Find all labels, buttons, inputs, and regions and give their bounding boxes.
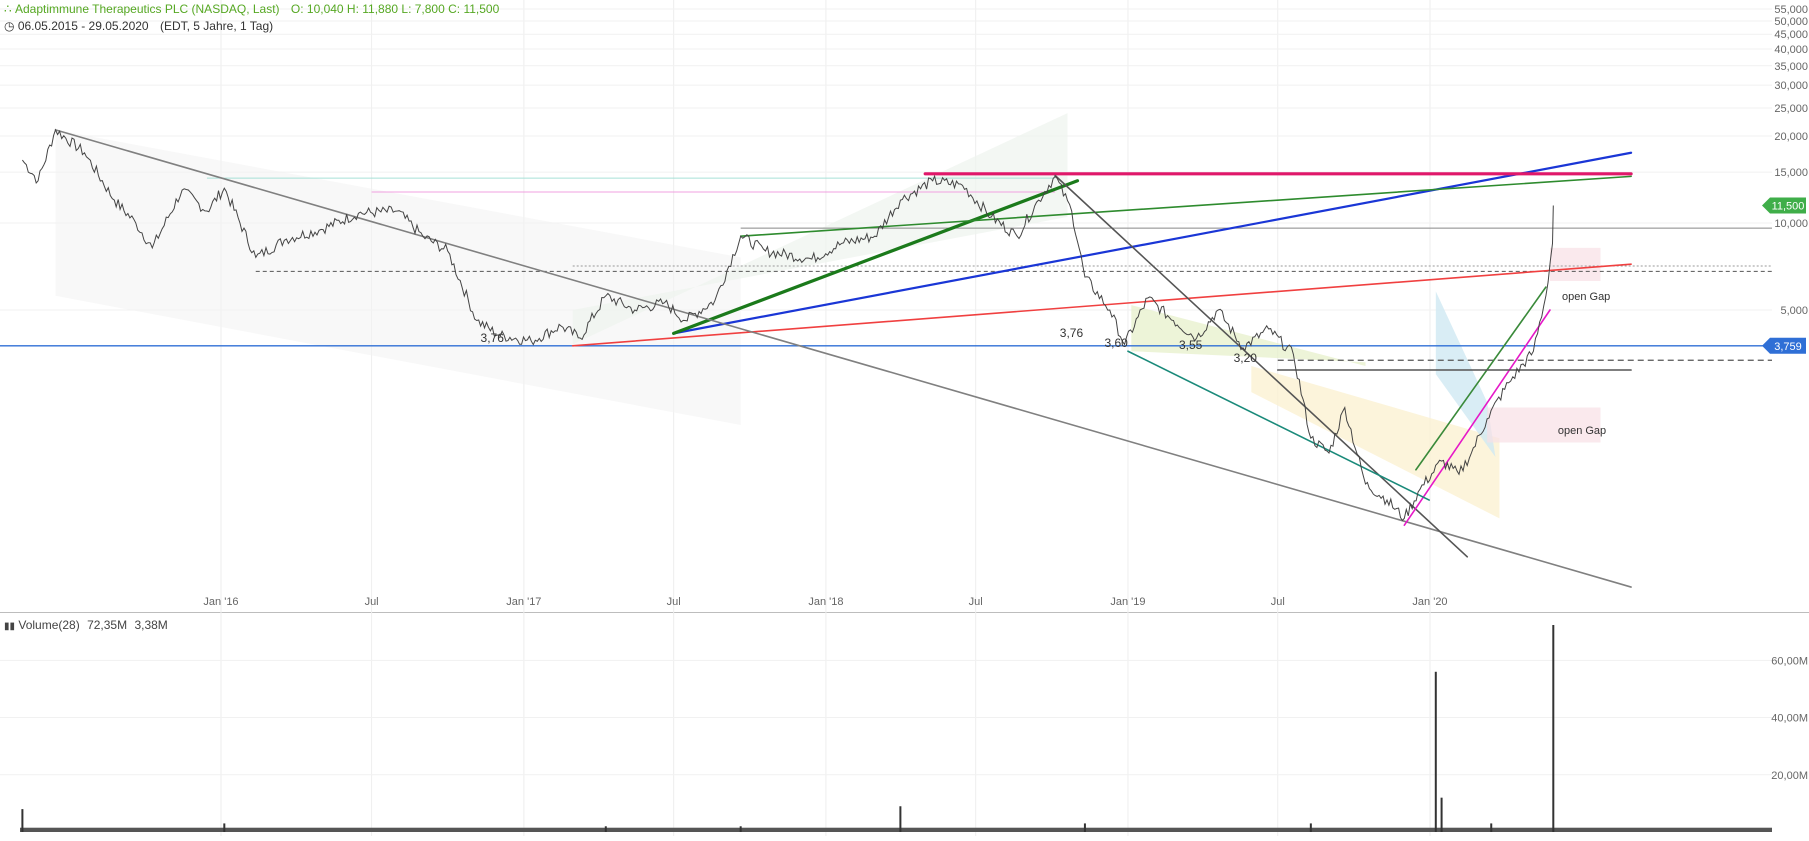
gap-zone (1550, 247, 1601, 281)
volume-bar[interactable] (739, 826, 742, 832)
time-tick-label: Jul (969, 596, 983, 608)
price-tick-label: 50,000 (1774, 16, 1808, 28)
price-tick-label: 35,000 (1774, 61, 1808, 73)
time-tick-label: Jul (365, 596, 379, 608)
price-annotations: 3,76 3,76 3,60 3,55 3,20 open Gap open Gap (481, 291, 1611, 437)
time-tick-label: Jul (1271, 596, 1285, 608)
trendline[interactable] (571, 263, 1632, 347)
price-line[interactable] (21, 128, 1554, 522)
price-tick-label: 10,000 (1774, 218, 1808, 230)
support-price-badge (1762, 337, 1806, 354)
gap-zone (1487, 407, 1601, 443)
trendline[interactable] (739, 175, 1632, 238)
time-tick-label: Jan '16 (203, 596, 238, 608)
pattern-zone (1435, 291, 1496, 457)
volume-bar[interactable] (604, 826, 607, 832)
volume-tick-label: 60,00M (1771, 655, 1808, 667)
price-tick-label: 30,000 (1774, 80, 1808, 92)
time-tick-label: Jan '19 (1110, 596, 1145, 608)
channel-zone (1251, 366, 1500, 519)
price-tick-label: 25,000 (1774, 103, 1808, 115)
chart-header-range: ◷ 06.05.2015 - 29.05.2020 (EDT, 5 Jahre,… (4, 19, 273, 33)
volume-average: 3,38M (134, 618, 168, 632)
channel-zone (55, 129, 741, 425)
trendline[interactable] (1054, 174, 1469, 558)
volume-tick-label: 40,00M (1771, 713, 1808, 725)
time-tick-label: Jan '17 (506, 596, 541, 608)
triangle-zone (1131, 305, 1366, 366)
trendline[interactable] (1415, 286, 1547, 471)
volume-bar[interactable] (223, 823, 226, 832)
volume-label: Volume(28) (18, 618, 80, 632)
trendline[interactable] (672, 151, 1633, 335)
date-range: 06.05.2015 - 29.05.2020 (17, 19, 149, 33)
drawing-shapes (55, 113, 1772, 519)
volume-bar[interactable] (1440, 797, 1443, 832)
time-axis[interactable]: Jan '16 Jul Jan '17 Jul Jan '18 Jul Jan '19 Jul… (203, 596, 1447, 608)
trendline[interactable] (54, 129, 1632, 588)
chart-header-title: ∴ Adaptimmune Therapeutics PLC (NASDAQ, … (4, 2, 499, 16)
volume-tick-label: 20,00M (1771, 770, 1808, 782)
price-tick-label: 40,000 (1774, 44, 1808, 56)
price-level-label: 3,20 (1234, 351, 1258, 365)
open-gap-label: open Gap (1558, 425, 1606, 437)
volume-bar[interactable] (1083, 823, 1086, 832)
volume-bar[interactable] (21, 809, 24, 832)
price-tick-label: 45,000 (1774, 29, 1808, 41)
volume-bar[interactable] (1552, 625, 1555, 832)
price-tick-label: 15,000 (1774, 167, 1808, 179)
ohlc-values: O: 10,040 H: 11,880 L: 7,800 C: 11,500 (290, 2, 500, 16)
support-price-badge-label: 3,759 (1774, 341, 1802, 353)
trendlines[interactable] (0, 129, 1772, 588)
clock-icon: ◷ (4, 19, 15, 33)
price-tick-label: 55,000 (1774, 4, 1808, 16)
price-badges: 11,500 3,759 (1762, 197, 1806, 354)
time-tick-label: Jan '20 (1412, 596, 1447, 608)
price-level-label: 3,60 (1104, 336, 1128, 350)
time-tick-label: Jul (667, 596, 681, 608)
trendline[interactable] (1127, 350, 1430, 501)
volume-bar[interactable] (1490, 823, 1493, 832)
channel-zone (572, 113, 1068, 345)
volume-legend: ▮▮ Volume(28) 72,35M 3,38M (4, 618, 168, 632)
volume-bars-icon: ▮▮ (4, 621, 16, 632)
volume-bar[interactable] (1434, 671, 1437, 832)
instrument-title: Adaptimmune Therapeutics PLC (NASDAQ, La… (14, 2, 280, 16)
price-tick-label: 5,000 (1780, 305, 1808, 317)
open-gap-label: open Gap (1562, 291, 1610, 303)
price-level-label: 3,76 (481, 331, 505, 345)
price-level-label: 3,55 (1179, 338, 1203, 352)
trendline[interactable] (672, 179, 1080, 335)
price-level-label: 3,76 (1060, 326, 1084, 340)
chart-type-icon: ∴ (4, 2, 12, 16)
volume-pane[interactable]: 60,00M 40,00M 20,00M (20, 625, 1808, 832)
last-price-badge-label: 11,500 (1772, 200, 1805, 212)
trendline[interactable] (1403, 309, 1551, 527)
last-price-badge (1762, 197, 1806, 214)
range-info: (EDT, 5 Jahre, 1 Tag) (159, 19, 274, 33)
price-series[interactable] (21, 128, 1554, 522)
time-tick-label: Jan '18 (808, 596, 843, 608)
volume-bar[interactable] (899, 806, 902, 832)
price-tick-label: 20,000 (1774, 131, 1808, 143)
volume-baseline (20, 827, 1772, 832)
volume-total: 72,35M (87, 618, 128, 632)
volume-bar[interactable] (1309, 823, 1312, 832)
